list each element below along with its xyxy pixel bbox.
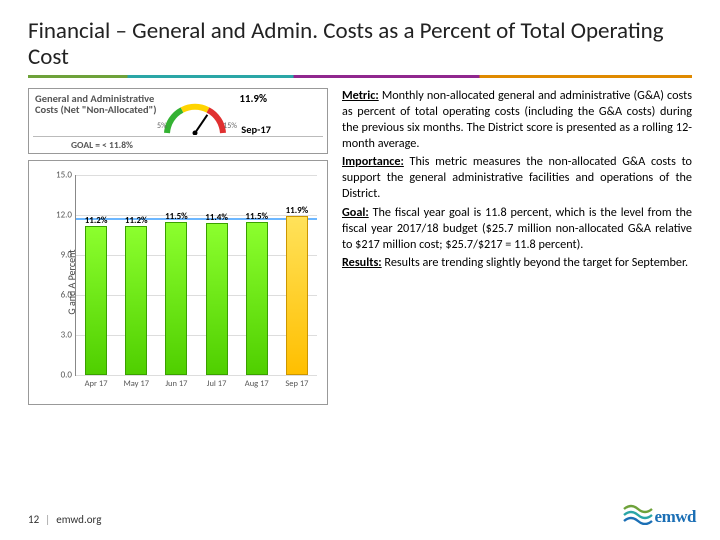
logo: emwd [623, 503, 696, 530]
gauge-goal-text: GOAL = < 11.8% [71, 139, 133, 151]
chart-gridline [76, 215, 317, 216]
slide: Financial – General and Admin. Costs as … [0, 0, 720, 540]
gauge-scale-lo: 5% [157, 121, 167, 131]
title-rule [28, 75, 692, 78]
chart-ytick: 0.0 [61, 369, 72, 380]
chart-ytick: 12.0 [56, 209, 72, 220]
chart-bar-label: 11.5% [165, 211, 188, 222]
gauge-value: 11.9% [239, 92, 267, 105]
chart-bar-label: 11.5% [245, 211, 268, 222]
chart-plot-area: 0.03.06.09.012.015.011.2%Apr 1711.2%May … [75, 175, 317, 376]
chart-gridline [76, 375, 317, 376]
chart-ytick: 15.0 [56, 169, 72, 180]
right-column: Metric: Monthly non-allocated general an… [342, 88, 692, 405]
chart-gridline [76, 335, 317, 336]
results-label: Results: [342, 255, 382, 270]
chart-bar [206, 223, 228, 375]
results-text: Results are trending slightly beyond the… [382, 255, 688, 270]
chart-xtick: Apr 17 [85, 379, 108, 389]
metric-label: Metric: [342, 88, 379, 103]
chart-ytick: 6.0 [61, 289, 72, 300]
chart-bar-label: 11.4% [205, 212, 228, 223]
chart-xtick: Aug 17 [245, 379, 269, 389]
chart-gridline [76, 255, 317, 256]
footer: 12 | emwd.org [28, 513, 101, 526]
gauge-divider [33, 136, 323, 137]
bar-chart: G and A Percent 0.03.06.09.012.015.011.2… [28, 160, 328, 405]
page-number: 12 [28, 513, 39, 526]
importance-paragraph: Importance: This metric measures the non… [342, 154, 692, 202]
chart-gridline [76, 175, 317, 176]
page-title: Financial – General and Admin. Costs as … [28, 18, 692, 71]
chart-xtick: Jun 17 [165, 379, 187, 389]
metric-text: Monthly non-allocated general and admini… [342, 88, 692, 151]
metric-paragraph: Metric: Monthly non-allocated general an… [342, 88, 692, 152]
goal-label: Goal: [342, 205, 369, 220]
logo-waves-icon [623, 503, 653, 530]
chart-xtick: Jul 17 [207, 379, 227, 389]
footer-divider: | [45, 513, 50, 526]
chart-bar [85, 226, 107, 375]
chart-goal-line [76, 218, 317, 220]
chart-bar-label: 11.2% [125, 215, 148, 226]
gauge-scale-hi: 15% [223, 121, 237, 131]
goal-text: The fiscal year goal is 11.8 percent, wh… [342, 205, 692, 252]
goal-paragraph: Goal: The fiscal year goal is 11.8 perce… [342, 205, 692, 253]
chart-gridline [76, 295, 317, 296]
chart-bar [125, 226, 147, 375]
results-paragraph: Results: Results are trending slightly b… [342, 255, 692, 271]
importance-label: Importance: [342, 154, 404, 169]
chart-xtick: May 17 [123, 379, 149, 389]
chart-bar [286, 216, 308, 375]
logo-text: emwd [655, 507, 696, 526]
chart-xtick: Sep 17 [285, 379, 308, 389]
chart-ytick: 9.0 [61, 249, 72, 260]
content-row: General and Administrative Costs (Net "N… [28, 88, 692, 405]
chart-bar-label: 11.2% [85, 215, 108, 226]
footer-site: emwd.org [56, 513, 101, 526]
gauge-svg [163, 103, 227, 135]
gauge-panel: General and Administrative Costs (Net "N… [28, 88, 328, 154]
chart-bar [246, 222, 268, 375]
gauge-dial: 5% 15% [163, 103, 227, 135]
chart-bar [165, 222, 187, 375]
chart-bar-label: 11.9% [286, 205, 309, 216]
gauge-month: Sep-17 [241, 123, 271, 136]
left-column: General and Administrative Costs (Net "N… [28, 88, 328, 405]
chart-ytick: 3.0 [61, 329, 72, 340]
